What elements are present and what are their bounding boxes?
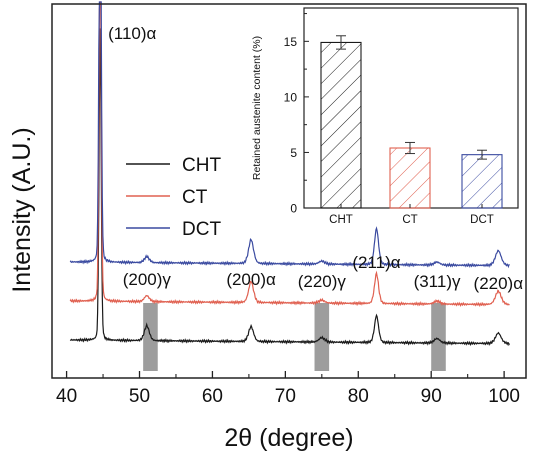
series-line-ct [69, 1, 510, 308]
x-tick-label: 80 [348, 386, 369, 407]
inset-y-ticks: 0 5 10 15 [284, 13, 309, 216]
peak-label: (211)α [352, 253, 400, 272]
inset-y-tick-label: 15 [284, 35, 298, 49]
x-tick-label: 100 [488, 386, 520, 407]
peak-label: (200)α [226, 270, 276, 289]
bar-ct [389, 147, 431, 209]
austenite-peak-regions [143, 303, 446, 371]
xrd-pattern-plot: 40 50 60 70 80 90 100 (110)α(200)γ (200)α (220)γ… [8, 1, 527, 452]
inset-y-tick-label: 5 [290, 146, 297, 160]
inset-category-label: CT [402, 214, 417, 226]
xrd-series-lines [69, 1, 511, 347]
series-line-cht [69, 28, 511, 347]
peak-label: (110)α [108, 24, 156, 43]
inset-category-label: CHT [329, 214, 353, 226]
peak-labels: (110)α (200)γ (200)α (220)γ (211)α (311)γ (220… [108, 24, 523, 293]
x-tick-label: 70 [275, 386, 296, 407]
x-tick-label: 60 [202, 386, 223, 407]
legend-label-dct: DCT [182, 219, 221, 240]
inset-category-labels: CHT CT DCT [329, 204, 494, 226]
inset-bar-chart: 0 5 10 15 CHT CT DCT Retained austenite conte… [251, 7, 519, 226]
x-tick-label: 90 [421, 386, 442, 407]
shaded-region-0 [143, 303, 158, 371]
inset-bars [320, 35, 503, 209]
legend: CHT CT DCT [126, 155, 221, 240]
peak-label: (220)γ [298, 272, 347, 291]
peak-label: (220)α [474, 274, 524, 293]
x-tick-label: 50 [129, 386, 150, 407]
main-plot-frame [51, 3, 527, 379]
legend-label-ct: CT [182, 187, 208, 208]
inset-y-tick-label: 10 [284, 90, 298, 104]
bar-cht [320, 41, 362, 209]
x-axis-ticks: 40 50 60 70 80 90 100 [56, 371, 520, 407]
inset-category-label: DCT [470, 214, 494, 226]
inset-y-axis-label: Retained austenite content (%) [251, 36, 263, 180]
x-tick-label: 40 [56, 386, 77, 407]
shaded-region-2 [431, 303, 446, 371]
x-axis-label: 2θ (degree) [224, 424, 353, 452]
peak-label: (311)γ [414, 272, 461, 291]
bar-dct [461, 154, 503, 209]
legend-label-cht: CHT [182, 155, 221, 176]
series-line-dct [69, 1, 510, 269]
y-axis-label: Intensity (A.U.) [8, 127, 36, 292]
peak-label: (200)γ [123, 270, 172, 289]
inset-y-tick-label: 0 [290, 202, 297, 216]
